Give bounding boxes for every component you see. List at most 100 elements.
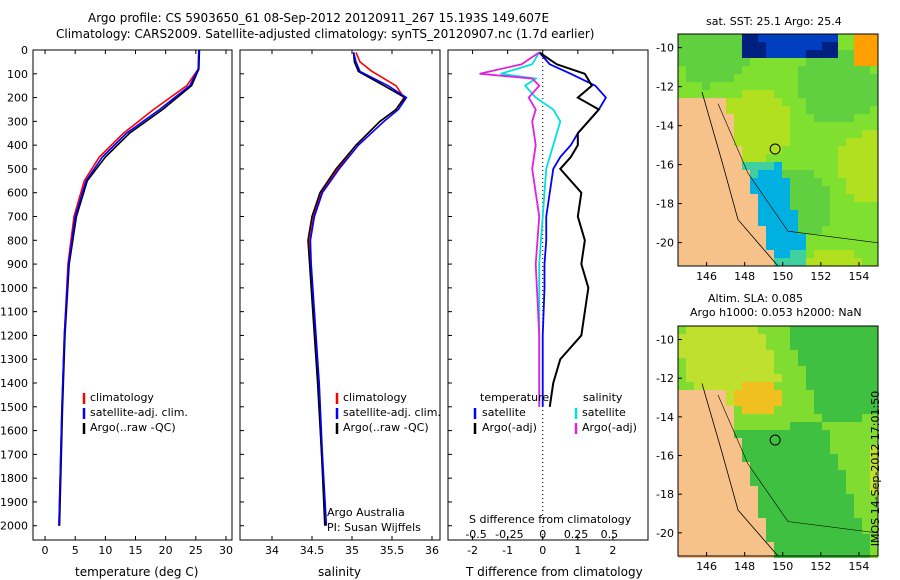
map-cell bbox=[678, 550, 686, 558]
map-cell bbox=[758, 50, 766, 58]
map-cell bbox=[814, 258, 822, 266]
map-cell bbox=[814, 462, 822, 470]
map-cell bbox=[838, 170, 846, 178]
map-cell bbox=[742, 478, 750, 486]
map-cell bbox=[814, 334, 822, 342]
map-cell bbox=[790, 414, 798, 422]
map-cell bbox=[806, 518, 814, 526]
map-cell bbox=[846, 218, 854, 226]
map-cell bbox=[766, 326, 774, 334]
map-cell bbox=[806, 138, 814, 146]
map-cell bbox=[694, 242, 702, 250]
map-cell bbox=[718, 210, 726, 218]
map-cell bbox=[854, 138, 862, 146]
map-cell bbox=[782, 518, 790, 526]
map-cell bbox=[774, 454, 782, 462]
map-y-tick-label: -10 bbox=[656, 42, 674, 55]
map-cell bbox=[694, 226, 702, 234]
map-cell bbox=[742, 202, 750, 210]
map-cell bbox=[774, 430, 782, 438]
map-cell bbox=[814, 446, 822, 454]
map-cell bbox=[830, 162, 838, 170]
map-cell bbox=[870, 486, 878, 494]
map-cell bbox=[710, 90, 718, 98]
side-timestamp: IMOS 14-Sep-2012 17:01:50 bbox=[869, 390, 883, 547]
map-cell bbox=[790, 170, 798, 178]
map-cell bbox=[830, 114, 838, 122]
map-cell bbox=[758, 430, 766, 438]
map-cell bbox=[822, 486, 830, 494]
map-cell bbox=[798, 518, 806, 526]
map-cell bbox=[790, 106, 798, 114]
map-cell bbox=[870, 34, 878, 42]
map-cell bbox=[838, 470, 846, 478]
map-cell bbox=[790, 194, 798, 202]
map-y-tick-label: -12 bbox=[656, 372, 674, 385]
map-cell bbox=[814, 34, 822, 42]
map-cell bbox=[702, 334, 710, 342]
map-cell bbox=[710, 50, 718, 58]
map-cell bbox=[718, 154, 726, 162]
map-cell bbox=[782, 366, 790, 374]
map-cell bbox=[734, 202, 742, 210]
map-cell bbox=[742, 130, 750, 138]
map-cell bbox=[782, 510, 790, 518]
depth-tick-label: 400 bbox=[7, 139, 28, 152]
map-cell bbox=[726, 430, 734, 438]
map-cell bbox=[678, 414, 686, 422]
map-cell bbox=[862, 34, 870, 42]
map-cell bbox=[766, 454, 774, 462]
map-cell bbox=[870, 130, 878, 138]
map-cell bbox=[846, 486, 854, 494]
map-cell bbox=[758, 202, 766, 210]
map-cell bbox=[678, 106, 686, 114]
map-cell bbox=[694, 58, 702, 66]
map-cell bbox=[846, 358, 854, 366]
map-cell bbox=[766, 414, 774, 422]
x-tick-label-1: 34 bbox=[265, 544, 279, 557]
sal-annotation-1: Argo Australia bbox=[327, 506, 405, 519]
map-cell bbox=[718, 146, 726, 154]
map-cell bbox=[822, 390, 830, 398]
map-cell bbox=[734, 406, 742, 414]
map-cell bbox=[710, 106, 718, 114]
map-cell bbox=[774, 390, 782, 398]
map-cell bbox=[822, 502, 830, 510]
map-cell bbox=[758, 406, 766, 414]
map-cell bbox=[798, 42, 806, 50]
map-cell bbox=[702, 242, 710, 250]
title-line-2: Climatology: CARS2009. Satellite-adjuste… bbox=[56, 27, 595, 41]
map-cell bbox=[822, 186, 830, 194]
map-cell bbox=[742, 66, 750, 74]
map-cell bbox=[718, 50, 726, 58]
map-cell bbox=[686, 454, 694, 462]
map-cell bbox=[694, 34, 702, 42]
map-cell bbox=[830, 66, 838, 74]
map-cell bbox=[750, 358, 758, 366]
map-cell bbox=[814, 342, 822, 350]
map-cell bbox=[694, 334, 702, 342]
map-cell bbox=[686, 358, 694, 366]
map-cell bbox=[822, 122, 830, 130]
map-cell bbox=[742, 526, 750, 534]
map-cell bbox=[742, 50, 750, 58]
map-cell bbox=[814, 194, 822, 202]
map-y-tick-label: -18 bbox=[656, 488, 674, 501]
temp-legend-sat: satellite-adj. clim. bbox=[90, 406, 188, 419]
map-cell bbox=[790, 342, 798, 350]
map-cell bbox=[758, 242, 766, 250]
map-cell bbox=[838, 202, 846, 210]
map-cell bbox=[798, 478, 806, 486]
map-cell bbox=[862, 114, 870, 122]
map-cell bbox=[742, 374, 750, 382]
map-cell bbox=[838, 106, 846, 114]
map-cell bbox=[854, 414, 862, 422]
map-cell bbox=[782, 390, 790, 398]
map-cell bbox=[790, 406, 798, 414]
map-cell bbox=[726, 82, 734, 90]
map-cell bbox=[774, 250, 782, 258]
map-x-tick-label: 146 bbox=[696, 270, 717, 283]
map-cell bbox=[838, 242, 846, 250]
map-cell bbox=[838, 526, 846, 534]
map-cell bbox=[686, 494, 694, 502]
